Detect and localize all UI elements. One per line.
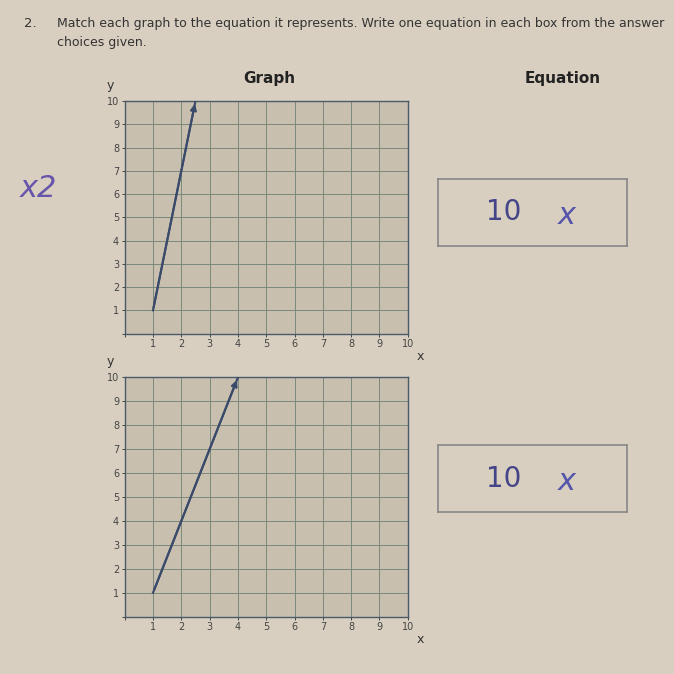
Text: x: x [417,350,424,363]
Text: 10: 10 [487,464,522,493]
Text: Match each graph to the equation it represents. Write one equation in each box f: Match each graph to the equation it repr… [57,17,665,30]
Text: 10: 10 [487,198,522,226]
Text: Equation: Equation [525,71,601,86]
Text: y: y [107,79,114,92]
Text: x: x [557,467,576,497]
Text: choices given.: choices given. [57,36,147,49]
Text: x2: x2 [20,174,57,204]
Text: Graph: Graph [243,71,296,86]
Text: 2.: 2. [24,17,36,30]
Text: y: y [107,355,114,368]
Text: x: x [417,634,424,646]
Text: x: x [557,201,576,231]
